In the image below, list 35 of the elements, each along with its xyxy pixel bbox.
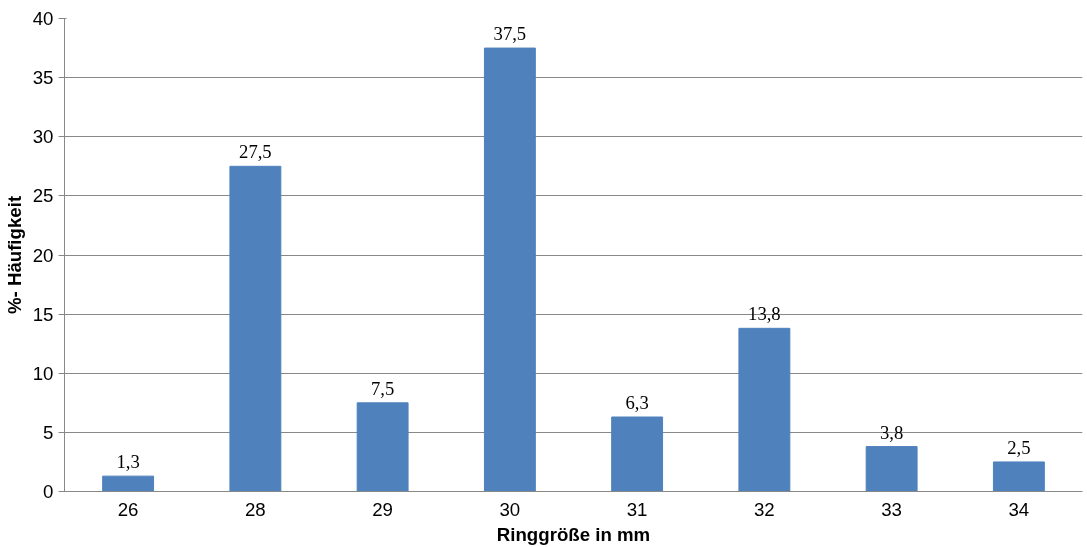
x-tick-label: 31 xyxy=(626,498,648,520)
bar xyxy=(102,475,155,492)
x-axis-title: Ringgröße in mm xyxy=(496,523,651,545)
data-label: 6,3 xyxy=(625,392,649,413)
x-tick-label: 30 xyxy=(499,498,521,520)
data-label: 2,5 xyxy=(1007,436,1031,458)
y-tick-label: 0 xyxy=(43,481,54,502)
x-tick-label: 32 xyxy=(754,498,775,520)
y-tick-label: 10 xyxy=(32,362,54,384)
data-label: 7,5 xyxy=(370,377,395,399)
data-label: 13,8 xyxy=(748,303,781,325)
bar xyxy=(229,165,282,492)
x-tick-label: 33 xyxy=(881,498,903,520)
bar xyxy=(738,327,791,492)
x-tick-label: 26 xyxy=(117,498,139,520)
y-tick-label: 25 xyxy=(32,185,54,207)
x-tick-label: 29 xyxy=(372,498,394,520)
bar xyxy=(356,402,409,492)
y-tick-label: 15 xyxy=(32,303,54,325)
y-axis-title: %- Häufigkeit xyxy=(3,195,25,315)
bar xyxy=(865,446,918,492)
data-label: 37,5 xyxy=(493,23,527,45)
y-tick-label: 40 xyxy=(32,8,54,29)
x-tick-label: 28 xyxy=(245,498,266,520)
y-tick-label: 20 xyxy=(32,244,54,266)
y-tick-label: 35 xyxy=(32,67,54,89)
bar xyxy=(611,416,664,492)
data-label: 1,3 xyxy=(116,451,140,473)
bar xyxy=(483,47,536,492)
data-label: 27,5 xyxy=(239,141,272,163)
y-tick-label: 5 xyxy=(43,421,54,443)
data-label: 3,8 xyxy=(879,421,904,443)
x-tick-label: 34 xyxy=(1008,498,1030,520)
bar xyxy=(992,461,1045,492)
y-tick-label: 30 xyxy=(32,126,54,148)
